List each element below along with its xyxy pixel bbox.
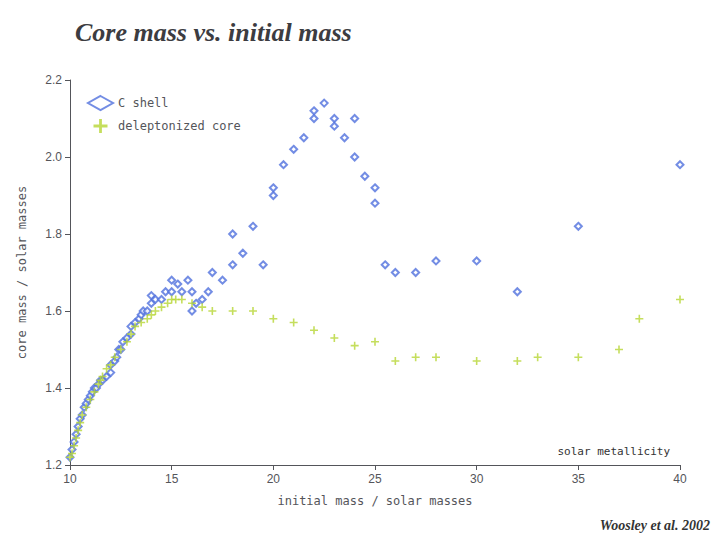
svg-text:2.0: 2.0	[45, 150, 62, 164]
svg-text:Woosley et al. 2002: Woosley et al. 2002	[600, 518, 710, 533]
svg-text:initial mass / solar masses: initial mass / solar masses	[277, 494, 472, 508]
svg-text:1.8: 1.8	[45, 227, 62, 241]
svg-text:1.2: 1.2	[45, 458, 62, 472]
svg-text:Core mass vs. initial mass: Core mass vs. initial mass	[75, 18, 352, 47]
svg-text:35: 35	[572, 472, 586, 486]
svg-text:20: 20	[267, 472, 281, 486]
svg-text:C shell: C shell	[118, 96, 169, 110]
svg-text:25: 25	[368, 472, 382, 486]
svg-text:2.2: 2.2	[45, 73, 62, 87]
svg-text:30: 30	[470, 472, 484, 486]
svg-text:solar metallicity: solar metallicity	[557, 445, 670, 458]
svg-text:1.4: 1.4	[45, 381, 62, 395]
svg-text:1.6: 1.6	[45, 304, 62, 318]
svg-text:deleptonized core: deleptonized core	[118, 119, 241, 133]
svg-text:10: 10	[63, 472, 77, 486]
svg-text:40: 40	[673, 472, 687, 486]
svg-text:core mass / solar masses: core mass / solar masses	[15, 186, 29, 359]
svg-text:15: 15	[165, 472, 179, 486]
